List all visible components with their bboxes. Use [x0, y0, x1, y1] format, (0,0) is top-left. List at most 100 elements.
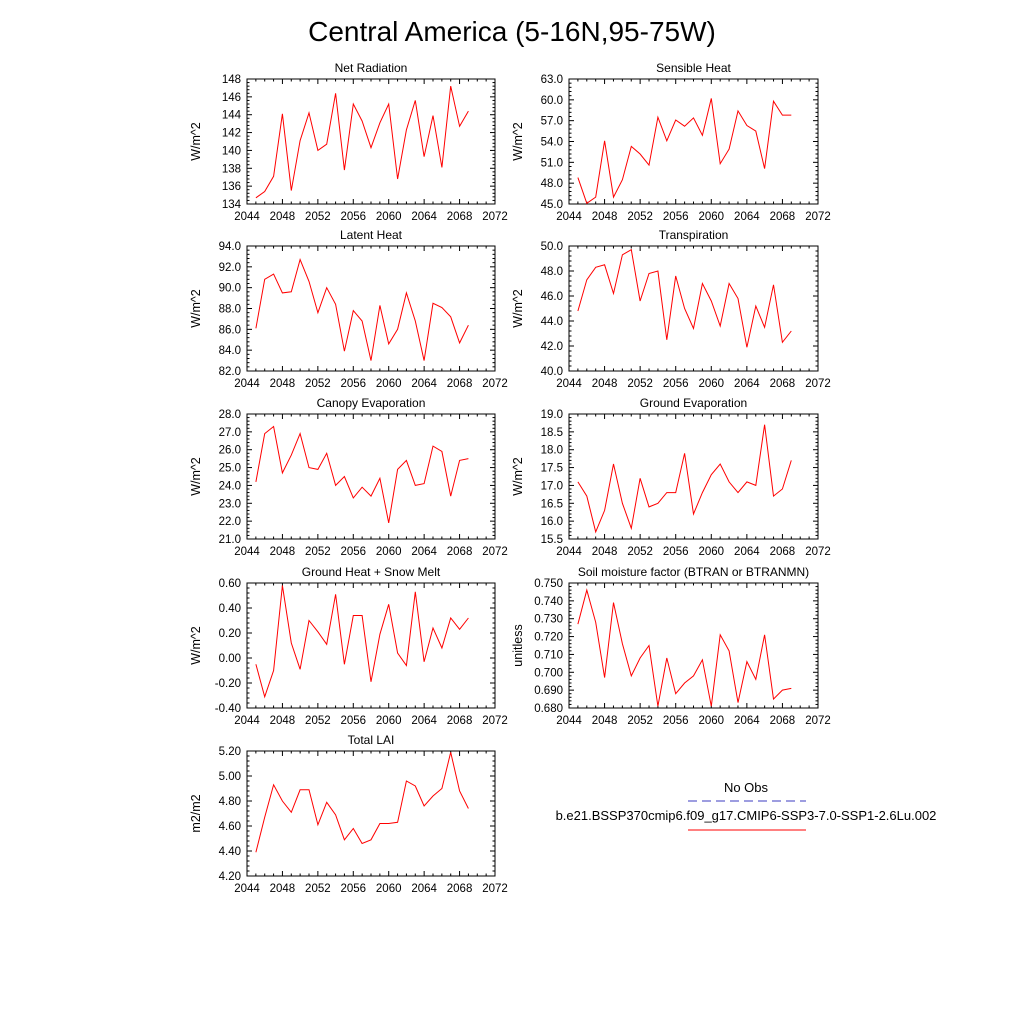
- x-tick-label: 2064: [734, 715, 760, 727]
- x-tick-label: 2064: [734, 211, 760, 223]
- panel-total-lai: Total LAI m2/m2 2044 2048 2052 2056 2060 2064 20…: [189, 733, 508, 895]
- x-tick-label: 2056: [340, 211, 366, 223]
- y-tick-label: 84.0: [219, 345, 241, 357]
- plot-frame-ground-heat-snow-melt: [246, 582, 496, 709]
- x-tick-label: 2052: [305, 883, 331, 895]
- y-tick-label: 4.40: [219, 846, 241, 858]
- x-tick-label: 2072: [482, 546, 508, 558]
- x-tick-label: 2052: [627, 211, 653, 223]
- y-tick-label: 92.0: [219, 262, 241, 274]
- x-tick-label: 2056: [663, 715, 689, 727]
- y-tick-label: 51.0: [541, 157, 563, 169]
- y-axis-label-sensible-heat: W/m^2: [511, 122, 525, 161]
- x-tick-label: 2056: [663, 378, 689, 390]
- x-tick-label: 2056: [340, 546, 366, 558]
- plot-frame-latent-heat: [246, 245, 496, 372]
- x-tick-label: 2060: [698, 715, 724, 727]
- y-tick-label: 18.5: [541, 427, 563, 439]
- series-line-soil-moisture-factor-btran-or-btranmn-0: [577, 588, 792, 707]
- x-tick-label: 2060: [376, 546, 402, 558]
- y-tick-label: 0.730: [534, 614, 563, 626]
- x-tick-label: 2048: [592, 715, 618, 727]
- x-tick-label: 2048: [270, 378, 296, 390]
- panel-title-net-radiation: Net Radiation: [335, 61, 408, 75]
- y-tick-label: 0.710: [534, 649, 563, 661]
- plot-frame-ground-evaporation: [568, 413, 819, 540]
- x-tick-label: 2048: [270, 715, 296, 727]
- page-title: Central America (5-16N,95-75W): [308, 16, 716, 47]
- y-tick-label: 138: [222, 163, 241, 175]
- x-tick-label: 2044: [556, 546, 582, 558]
- panel-latent-heat: Latent Heat W/m^2 2044 2048 2052 2056 2060 2064…: [189, 228, 508, 390]
- y-tick-label: 144: [222, 110, 242, 122]
- y-axis-label-latent-heat: W/m^2: [189, 289, 203, 328]
- y-tick-label: 46.0: [541, 291, 563, 303]
- y-tick-label: 45.0: [541, 199, 563, 211]
- y-tick-label: 0.700: [534, 667, 563, 679]
- y-tick-label: 86.0: [219, 324, 241, 336]
- series-line-net-radiation-0: [255, 85, 469, 199]
- y-tick-label: 148: [222, 74, 241, 86]
- panel-title-sensible-heat: Sensible Heat: [656, 61, 731, 75]
- y-tick-label: 48.0: [541, 266, 563, 278]
- y-tick-label: 88.0: [219, 304, 241, 316]
- x-tick-label: 2048: [270, 211, 296, 223]
- x-tick-label: 2044: [234, 715, 260, 727]
- y-tick-label: 4.80: [219, 796, 241, 808]
- y-tick-label: 42.0: [541, 341, 563, 353]
- y-tick-label: 57.0: [541, 116, 563, 128]
- y-tick-label: 146: [222, 92, 241, 104]
- x-tick-label: 2060: [376, 211, 402, 223]
- y-axis-label-net-radiation: W/m^2: [189, 122, 203, 161]
- panel-title-soil-moisture-factor-btran-or-btranmn: Soil moisture factor (BTRAN or BTRANMN): [578, 565, 809, 579]
- plot-frame-total-lai: [246, 750, 496, 877]
- x-tick-label: 2060: [376, 715, 402, 727]
- panel-soil-moisture-factor-btran-or-btranmn: Soil moisture factor (BTRAN or BTRANMN) u…: [511, 565, 831, 727]
- plot-frame-transpiration: [568, 245, 819, 372]
- y-tick-label: 0.00: [219, 653, 241, 665]
- x-tick-label: 2048: [270, 546, 296, 558]
- y-tick-label: 24.0: [219, 480, 241, 492]
- series-line-total-lai-0: [255, 752, 469, 853]
- plot-frame-sensible-heat: [568, 78, 819, 205]
- x-tick-label: 2052: [627, 546, 653, 558]
- x-tick-label: 2068: [770, 546, 796, 558]
- x-tick-label: 2044: [556, 211, 582, 223]
- series-line-transpiration-0: [577, 248, 792, 348]
- panel-title-canopy-evaporation: Canopy Evaporation: [317, 396, 426, 410]
- x-tick-label: 2048: [270, 883, 296, 895]
- x-tick-label: 2044: [556, 378, 582, 390]
- panel-net-radiation: Net Radiation W/m^2 2044 2048 2052 2056 2060 20…: [189, 61, 508, 223]
- x-tick-label: 2044: [234, 211, 260, 223]
- x-tick-label: 2064: [411, 546, 437, 558]
- x-tick-label: 2072: [482, 211, 508, 223]
- y-tick-label: -0.40: [215, 703, 241, 715]
- y-tick-label: 44.0: [541, 316, 563, 328]
- y-tick-label: 0.750: [534, 578, 563, 590]
- panel-ground-evaporation: Ground Evaporation W/m^2 2044 2048 2052 2056 2…: [511, 396, 831, 558]
- y-tick-label: 134: [222, 199, 242, 211]
- y-tick-label: 0.40: [219, 603, 241, 615]
- x-tick-label: 2056: [340, 378, 366, 390]
- x-tick-label: 2068: [447, 546, 473, 558]
- x-tick-label: 2064: [734, 546, 760, 558]
- x-tick-label: 2044: [556, 715, 582, 727]
- y-tick-label: 0.690: [534, 685, 563, 697]
- y-tick-label: 23.0: [219, 498, 241, 510]
- y-tick-label: 17.5: [541, 463, 563, 475]
- y-tick-label: 136: [222, 181, 241, 193]
- y-tick-label: 50.0: [541, 241, 563, 253]
- x-tick-label: 2060: [698, 211, 724, 223]
- x-tick-label: 2064: [411, 715, 437, 727]
- y-tick-label: 0.20: [219, 628, 241, 640]
- y-tick-label: 28.0: [219, 409, 241, 421]
- x-tick-label: 2068: [770, 715, 796, 727]
- y-axis-label-canopy-evaporation: W/m^2: [189, 457, 203, 496]
- plot-frame-canopy-evaporation: [246, 413, 496, 540]
- panel-title-ground-heat-snow-melt: Ground Heat + Snow Melt: [302, 565, 441, 579]
- legend: No Obs b.e21.BSSP370cmip6.f09_g17.CMIP6-…: [556, 780, 936, 831]
- y-tick-label: 17.0: [541, 480, 563, 492]
- y-tick-label: 40.0: [541, 366, 563, 378]
- y-tick-label: 60.0: [541, 95, 563, 107]
- x-tick-label: 2056: [340, 715, 366, 727]
